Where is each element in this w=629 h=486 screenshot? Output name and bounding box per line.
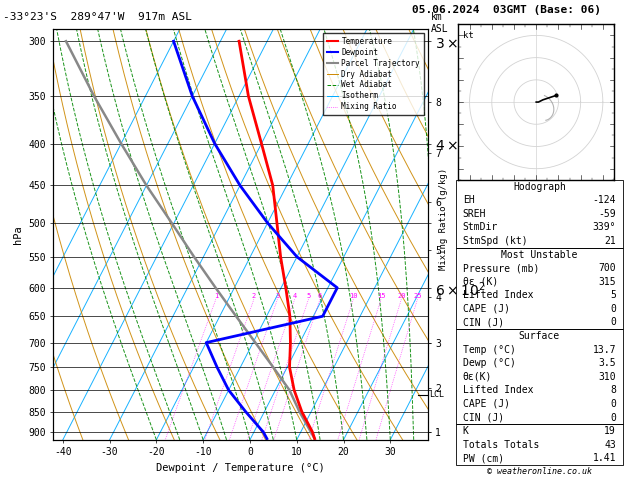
Text: 0: 0 [610,413,616,422]
Text: 20: 20 [397,294,406,299]
Text: 0: 0 [610,304,616,314]
Legend: Temperature, Dewpoint, Parcel Trajectory, Dry Adiabat, Wet Adiabat, Isotherm, Mi: Temperature, Dewpoint, Parcel Trajectory… [323,33,424,115]
Text: Most Unstable: Most Unstable [501,249,577,260]
Text: 13.7: 13.7 [593,345,616,355]
Text: θε (K): θε (K) [463,277,498,287]
Text: 5: 5 [610,290,616,300]
Text: StmDir: StmDir [463,223,498,232]
Text: CIN (J): CIN (J) [463,413,504,422]
Text: 6: 6 [318,294,322,299]
Text: Surface: Surface [519,331,560,341]
Text: Hodograph: Hodograph [513,182,566,191]
Text: LCL: LCL [430,390,445,399]
Text: SREH: SREH [463,209,486,219]
Text: CAPE (J): CAPE (J) [463,399,509,409]
Text: © weatheronline.co.uk: © weatheronline.co.uk [487,468,592,476]
Text: 0: 0 [610,317,616,328]
Text: -124: -124 [593,195,616,205]
X-axis label: Dewpoint / Temperature (°C): Dewpoint / Temperature (°C) [156,463,325,473]
Text: 15: 15 [377,294,385,299]
Text: Totals Totals: Totals Totals [463,440,539,450]
Text: -59: -59 [598,209,616,219]
Text: Lifted Index: Lifted Index [463,385,533,396]
Text: 43: 43 [604,440,616,450]
Text: EH: EH [463,195,474,205]
Text: -33°23'S  289°47'W  917m ASL: -33°23'S 289°47'W 917m ASL [3,12,192,22]
Text: CAPE (J): CAPE (J) [463,304,509,314]
Bar [456,180,623,248]
Text: K: K [463,426,469,436]
Y-axis label: hPa: hPa [13,225,23,244]
Text: CIN (J): CIN (J) [463,317,504,328]
Text: 315: 315 [598,277,616,287]
Text: StmSpd (kt): StmSpd (kt) [463,236,527,246]
Text: 0: 0 [610,399,616,409]
Text: 2: 2 [252,294,256,299]
Text: 8: 8 [610,385,616,396]
Text: Lifted Index: Lifted Index [463,290,533,300]
Bar [456,248,623,330]
Text: 1: 1 [214,294,218,299]
Text: PW (cm): PW (cm) [463,453,504,463]
Text: kt: kt [463,31,474,40]
Text: 339°: 339° [593,223,616,232]
Text: θε(K): θε(K) [463,372,492,382]
Text: 10: 10 [349,294,357,299]
Bar [456,424,623,465]
Text: 700: 700 [598,263,616,273]
Text: Dewp (°C): Dewp (°C) [463,358,516,368]
Text: 21: 21 [604,236,616,246]
Text: Temp (°C): Temp (°C) [463,345,516,355]
Text: 19: 19 [604,426,616,436]
Bar [456,330,623,424]
Text: 310: 310 [598,372,616,382]
Text: 3: 3 [276,294,279,299]
Text: 3.5: 3.5 [598,358,616,368]
Text: 4: 4 [292,294,297,299]
Text: 1.41: 1.41 [593,453,616,463]
Text: 05.06.2024  03GMT (Base: 06): 05.06.2024 03GMT (Base: 06) [412,5,601,15]
Text: 5: 5 [306,294,311,299]
Text: ASL: ASL [431,24,448,35]
Text: Mixing Ratio (g/kg): Mixing Ratio (g/kg) [439,168,448,270]
Text: 25: 25 [413,294,421,299]
Text: km: km [431,12,443,22]
Text: Pressure (mb): Pressure (mb) [463,263,539,273]
